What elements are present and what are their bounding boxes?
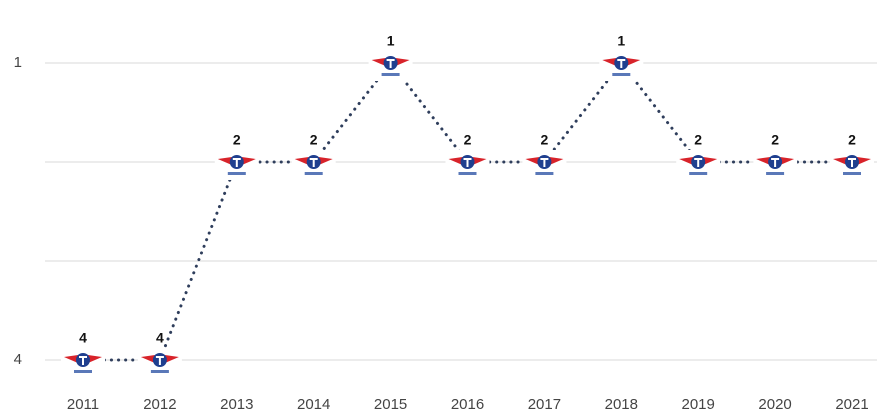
rank-marker xyxy=(137,348,182,378)
marker-t xyxy=(848,158,856,167)
marker-caption xyxy=(458,172,477,175)
rank-marker xyxy=(599,51,644,81)
data-label: 2 xyxy=(233,132,241,148)
rank-marker xyxy=(753,150,798,180)
marker-caption xyxy=(304,172,323,175)
marker-wings xyxy=(525,157,564,165)
x-tick-label: 2017 xyxy=(528,396,561,413)
rank-marker xyxy=(830,150,874,180)
marker-t xyxy=(232,158,241,167)
marker-t xyxy=(617,59,626,68)
rank-marker xyxy=(61,348,105,378)
marker-wings xyxy=(756,157,795,165)
series-line xyxy=(81,60,854,362)
data-label: 1 xyxy=(617,33,625,49)
y-tick-label: 1 xyxy=(14,54,22,71)
data-label: 1 xyxy=(387,33,395,49)
rank-marker xyxy=(291,150,336,180)
marker-caption xyxy=(612,73,631,76)
marker-t xyxy=(771,158,780,167)
data-label: 2 xyxy=(310,132,318,148)
x-tick-label: 2014 xyxy=(297,396,330,413)
rank-marker xyxy=(676,150,721,180)
data-label: 2 xyxy=(694,132,702,148)
data-label: 2 xyxy=(464,132,472,148)
data-label: 2 xyxy=(541,132,549,148)
x-tick-label: 2018 xyxy=(605,396,638,413)
x-tick-label: 2013 xyxy=(220,396,253,413)
marker-wings xyxy=(833,157,871,165)
x-tick-label: 2019 xyxy=(682,396,715,413)
rank-marker xyxy=(522,150,567,180)
marker-t xyxy=(694,158,703,167)
marker-caption xyxy=(150,370,169,373)
data-label: 4 xyxy=(79,330,87,346)
marker-t xyxy=(155,356,164,365)
x-tick-label: 2012 xyxy=(143,396,176,413)
marker-caption xyxy=(535,172,554,175)
x-tick-label: 2016 xyxy=(451,396,484,413)
marker-caption xyxy=(689,172,708,175)
rank-marker xyxy=(214,150,259,180)
data-label: 2 xyxy=(848,132,856,148)
data-label: 2 xyxy=(771,132,779,148)
x-tick-label: 2021 xyxy=(835,396,868,413)
x-tick-label: 2015 xyxy=(374,396,407,413)
rank-marker xyxy=(368,51,413,81)
marker-wings xyxy=(371,58,410,66)
marker-t xyxy=(309,158,318,167)
marker-t xyxy=(540,158,549,167)
data-label: 4 xyxy=(156,330,164,346)
x-tick-label: 2020 xyxy=(758,396,791,413)
marker-t xyxy=(79,356,87,365)
marker-caption xyxy=(843,172,861,175)
y-tick-label: 4 xyxy=(14,351,22,368)
rank-marker xyxy=(445,150,490,180)
marker-t xyxy=(463,158,472,167)
marker-wings xyxy=(294,157,333,165)
marker-wings xyxy=(448,157,487,165)
marker-caption xyxy=(227,172,246,175)
marker-caption xyxy=(381,73,400,76)
marker-wings xyxy=(64,355,102,363)
marker-t xyxy=(386,59,395,68)
marker-wings xyxy=(602,58,641,66)
marker-caption xyxy=(766,172,785,175)
marker-caption xyxy=(74,370,92,373)
x-tick-label: 2011 xyxy=(67,396,99,413)
marker-wings xyxy=(140,355,179,363)
marker-wings xyxy=(217,157,256,165)
marker-wings xyxy=(679,157,718,165)
